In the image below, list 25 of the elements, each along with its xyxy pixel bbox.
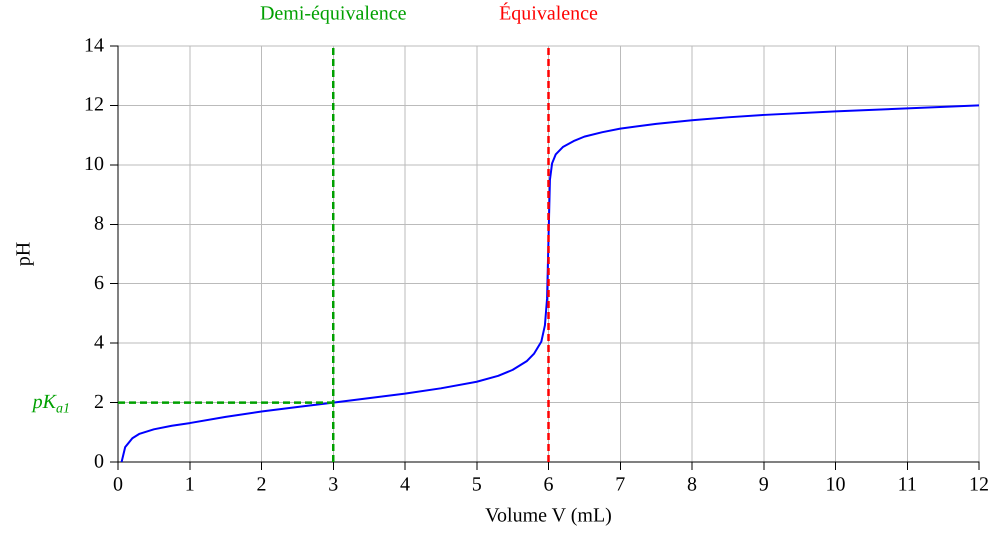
x-tick-label: 4 [400, 473, 410, 496]
y-tick-label: 6 [94, 272, 104, 294]
y-tick-label: 4 [94, 331, 104, 354]
x-tick-label: 7 [615, 473, 626, 496]
x-tick-label: 3 [328, 473, 338, 496]
x-tick-label: 8 [687, 473, 697, 496]
y-tick-label: 14 [84, 34, 104, 56]
y-tick-label: 2 [94, 390, 104, 413]
x-axis-title: Volume V (mL) [485, 504, 612, 526]
ref-line-label: Demi-équivalence [260, 2, 407, 24]
x-tick-label: 2 [256, 473, 266, 496]
y-tick-label: 12 [84, 94, 104, 116]
x-tick-label: 6 [544, 473, 554, 496]
x-tick-label: 5 [472, 473, 482, 496]
x-tick-label: 1 [184, 473, 195, 496]
y-tick-label: 0 [94, 450, 104, 472]
x-tick-label: 9 [758, 473, 769, 496]
x-tick-label: 10 [826, 473, 846, 496]
x-tick-label: 12 [969, 473, 989, 496]
x-tick-label: 11 [898, 473, 917, 496]
y-axis-title: pH [12, 242, 34, 266]
y-tick-label: 8 [94, 212, 104, 235]
x-tick-label: 0 [113, 473, 123, 496]
ref-line-label: Équivalence [499, 1, 598, 24]
y-tick-label: 10 [84, 153, 104, 176]
